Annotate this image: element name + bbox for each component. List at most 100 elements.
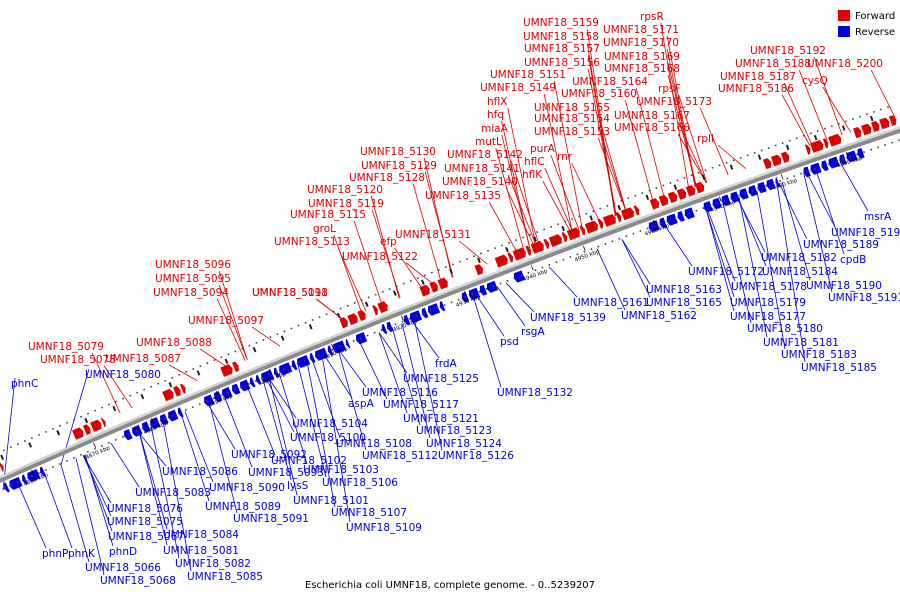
reverse-gene bbox=[309, 352, 316, 363]
scale-minor-tick bbox=[72, 456, 75, 459]
forward-gene bbox=[474, 264, 483, 276]
forward-gene bbox=[615, 212, 622, 223]
scale-marker bbox=[84, 417, 89, 424]
scale-minor-tick bbox=[374, 293, 377, 296]
scale-minor-tick bbox=[597, 245, 600, 248]
scale-minor-tick bbox=[128, 432, 131, 435]
reverse-gene bbox=[168, 409, 179, 422]
forward-gene-label: UMNF18_5128 bbox=[349, 172, 425, 184]
scale-minor-tick bbox=[23, 478, 26, 481]
scale-minor-tick bbox=[58, 462, 61, 466]
leader-line bbox=[677, 121, 707, 183]
forward-gene bbox=[347, 313, 358, 326]
forward-gene bbox=[543, 238, 549, 249]
reverse-gene bbox=[214, 391, 223, 403]
reverse-gene-label: UMNF18_5116 bbox=[362, 387, 438, 399]
leader-line bbox=[17, 483, 47, 549]
scale-marker bbox=[280, 335, 285, 341]
leader-line bbox=[678, 94, 708, 183]
scale-minor-tick bbox=[423, 274, 426, 277]
reverse-gene bbox=[249, 377, 256, 388]
scale-minor-tick bbox=[606, 204, 609, 207]
leader-line bbox=[358, 340, 388, 400]
legend-forward-swatch bbox=[838, 10, 850, 21]
reverse-gene bbox=[739, 188, 749, 200]
reverse-gene-label: UMNF18_5125 bbox=[403, 373, 479, 385]
leader-line bbox=[371, 209, 401, 299]
forward-gene bbox=[72, 427, 84, 440]
leader-line bbox=[781, 181, 811, 281]
scale-minor-tick bbox=[227, 353, 230, 356]
reverse-gene-label: UMNF18_5092 bbox=[231, 449, 307, 461]
reverse-gene bbox=[721, 194, 731, 206]
reverse-gene-label: UMNF18_5177 bbox=[730, 311, 806, 323]
leader-line bbox=[394, 247, 423, 290]
scale-minor-tick bbox=[816, 129, 819, 132]
scale-minor-tick bbox=[143, 388, 146, 391]
scale-minor-tick bbox=[436, 306, 439, 309]
scale-minor-tick bbox=[541, 266, 544, 269]
forward-gene-label: hfq bbox=[487, 109, 504, 121]
leader-line bbox=[621, 239, 651, 285]
scale-minor-tick bbox=[646, 227, 649, 230]
scale-minor-tick bbox=[296, 362, 299, 365]
forward-gene-label: UMNF18_5154 bbox=[534, 113, 610, 125]
leader-line bbox=[544, 167, 574, 232]
leader-line bbox=[43, 472, 73, 549]
legend: Forward Reverse bbox=[838, 10, 895, 38]
scale-minor-tick bbox=[276, 333, 279, 336]
reverse-gene bbox=[748, 184, 758, 197]
reverse-gene-label: UMNF18_5124 bbox=[426, 438, 502, 450]
leader-line bbox=[391, 327, 421, 426]
scale-minor-tick bbox=[233, 388, 236, 391]
genome-backbone-highlight bbox=[0, 126, 900, 479]
scale-minor-tick bbox=[388, 288, 391, 291]
leader-line bbox=[82, 455, 112, 504]
scale-minor-tick bbox=[16, 481, 20, 484]
reverse-gene-label: UMNF18_5112 bbox=[362, 450, 438, 462]
forward-gene-label: UMNF18_5141 bbox=[444, 163, 520, 175]
scale-minor-tick bbox=[753, 151, 756, 154]
scale-minor-tick bbox=[809, 132, 812, 135]
scale-minor-tick bbox=[310, 356, 313, 360]
scale-minor-tick bbox=[550, 225, 553, 228]
forward-gene bbox=[770, 154, 782, 167]
scale-minor-tick bbox=[844, 120, 847, 123]
leader-line bbox=[475, 294, 505, 337]
forward-gene-label: hflK bbox=[522, 169, 543, 181]
forward-gene bbox=[548, 234, 562, 247]
leader-line bbox=[624, 99, 654, 203]
reverse-gene bbox=[757, 181, 767, 194]
scale-minor-tick bbox=[863, 151, 866, 154]
forward-gene-label: UMNF18_5094 bbox=[153, 287, 229, 299]
scale-minor-tick bbox=[513, 277, 516, 280]
reverse-gene-label: UMNF18_5102 bbox=[271, 455, 347, 467]
reverse-gene bbox=[486, 280, 499, 293]
scale-minor-tick bbox=[739, 156, 742, 159]
scale-minor-tick bbox=[58, 424, 62, 427]
forward-gene-label: UMNF18_5096 bbox=[155, 259, 231, 271]
reverse-gene bbox=[857, 147, 865, 159]
reverse-gene-label: UMNF18_5126 bbox=[438, 450, 514, 462]
scale-minor-tick bbox=[653, 224, 656, 227]
scale-minor-tick bbox=[632, 232, 635, 235]
scale-minor-tick bbox=[704, 169, 707, 172]
scale-minor-tick bbox=[634, 194, 637, 197]
leader-line bbox=[378, 332, 408, 414]
leader-line bbox=[699, 107, 729, 176]
scale-minor-tick bbox=[184, 409, 187, 412]
reverse-gene-label: UMNF18_5183 bbox=[781, 349, 857, 361]
reverse-gene-label: UMNF18_5190 bbox=[806, 280, 882, 292]
leader-line bbox=[663, 223, 693, 267]
scale-minor-tick bbox=[325, 313, 328, 316]
scale-marker bbox=[196, 370, 201, 376]
reverse-gene-label: lysS bbox=[287, 480, 309, 492]
scale-minor-tick bbox=[842, 158, 845, 161]
reverse-gene-label: phnK bbox=[68, 548, 96, 560]
forward-gene-label: miaA bbox=[481, 123, 509, 135]
scale-minor-tick bbox=[136, 391, 139, 394]
forward-gene-label: UMNF18_5170 bbox=[603, 37, 679, 49]
scale-minor-tick bbox=[395, 285, 398, 288]
forward-gene-label: UMNF18_5188 bbox=[735, 58, 811, 70]
